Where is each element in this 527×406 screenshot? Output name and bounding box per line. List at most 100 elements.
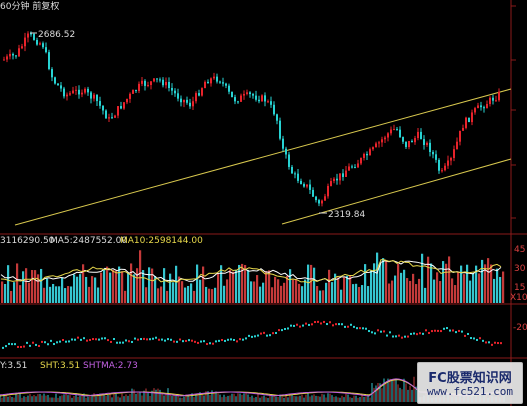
- candle-body: [306, 184, 308, 187]
- volume-bar: [472, 273, 475, 303]
- indicator-dot: [278, 329, 280, 332]
- volume-bar: [322, 290, 325, 303]
- candle-body: [252, 94, 254, 96]
- indicator-dot: [413, 332, 415, 335]
- candle-body: [255, 95, 257, 100]
- candle-body: [174, 90, 176, 94]
- volume-bar: [499, 276, 502, 303]
- volume-bar: [4, 284, 7, 303]
- volume-bar: [172, 282, 175, 303]
- candle-body: [225, 83, 227, 86]
- candle-body: [354, 167, 356, 169]
- indicator-dot: [89, 338, 91, 341]
- indicator-dot: [488, 341, 490, 344]
- volume-bar: [160, 286, 163, 303]
- candle-body: [312, 189, 314, 197]
- volume-bar: [43, 287, 46, 303]
- indicator-dot: [53, 343, 55, 346]
- indicator-dot: [443, 327, 445, 330]
- indicator-dot: [494, 341, 496, 344]
- indicator-dot: [23, 345, 25, 348]
- indicator-dot: [32, 341, 34, 344]
- candle-body: [363, 153, 365, 158]
- indicator-dot: [359, 327, 361, 330]
- indicator-dot: [179, 338, 181, 341]
- volume-bar: [16, 263, 19, 303]
- indicator-dot: [464, 334, 466, 337]
- volume-bar: [205, 286, 208, 303]
- candle-body: [258, 99, 260, 102]
- candle-body: [465, 117, 467, 128]
- indicator-dot: [113, 338, 115, 341]
- indicator-dot: [155, 336, 157, 339]
- indicator-dot: [215, 340, 217, 343]
- volume-bar: [64, 288, 67, 303]
- candle-body: [51, 69, 53, 78]
- candle-body: [324, 196, 326, 201]
- candle-body: [429, 142, 431, 152]
- indicator-dot: [467, 332, 469, 335]
- candle-body: [24, 37, 26, 47]
- indicator-dot: [167, 338, 169, 341]
- candle-body: [57, 83, 59, 86]
- volume-bar: [274, 276, 277, 303]
- indicator-dot: [209, 342, 211, 345]
- indicator-dot: [194, 340, 196, 343]
- indicator-dot: [5, 345, 7, 348]
- indicator-dot: [263, 331, 265, 334]
- candle-body: [3, 59, 5, 61]
- candle-body: [129, 93, 131, 99]
- volume-bar: [220, 265, 223, 303]
- volume-bar: [409, 280, 412, 303]
- volume-bar: [490, 264, 493, 303]
- candle-body: [75, 89, 77, 91]
- volume-bar: [310, 264, 313, 303]
- indicator-dot: [308, 323, 310, 326]
- indicator-dot: [470, 337, 472, 340]
- candle-body: [492, 97, 494, 101]
- candle-body: [6, 56, 8, 60]
- volume-bar: [31, 269, 34, 303]
- indicator-dot: [398, 334, 400, 337]
- indicator-dot: [425, 329, 427, 332]
- candle-body: [45, 47, 47, 53]
- volume-bar: [349, 275, 352, 303]
- volume-bar: [238, 264, 241, 303]
- volume-bar: [112, 269, 115, 303]
- indicator-dot: [407, 335, 409, 338]
- volume-bar: [124, 290, 127, 303]
- indicator-dot: [305, 322, 307, 325]
- candle-body: [237, 101, 239, 103]
- indicator-dot: [182, 340, 184, 343]
- candle-body: [84, 88, 86, 93]
- volume-bar: [52, 283, 55, 303]
- candle-body: [99, 101, 101, 106]
- candle-body: [435, 154, 437, 160]
- indicator-dot: [137, 338, 139, 341]
- candle-body: [141, 80, 143, 84]
- volume-bar: [364, 264, 367, 303]
- indicator-dot: [170, 338, 172, 341]
- volume-bar: [145, 287, 148, 303]
- indicator-dot: [323, 320, 325, 323]
- volume-bar: [22, 271, 25, 303]
- indicator-dot: [206, 343, 208, 346]
- candle-body: [114, 115, 116, 118]
- volume-bar: [163, 268, 166, 303]
- volume-bar: [7, 265, 10, 303]
- volume-bar: [40, 268, 43, 303]
- candle-body: [267, 101, 269, 103]
- volume-bar: [154, 276, 157, 303]
- indicator-dot: [239, 338, 241, 341]
- indicator-dot: [404, 335, 406, 338]
- volume-bar: [301, 286, 304, 303]
- candle-body: [261, 95, 263, 102]
- indicator-dot: [392, 335, 394, 338]
- candle-body: [390, 129, 392, 134]
- vol-tick-30: 30: [514, 264, 526, 274]
- volume-bar: [448, 256, 451, 303]
- indicator-dot: [230, 338, 232, 341]
- indicator-dot: [29, 344, 31, 347]
- volume-bar: [460, 265, 463, 303]
